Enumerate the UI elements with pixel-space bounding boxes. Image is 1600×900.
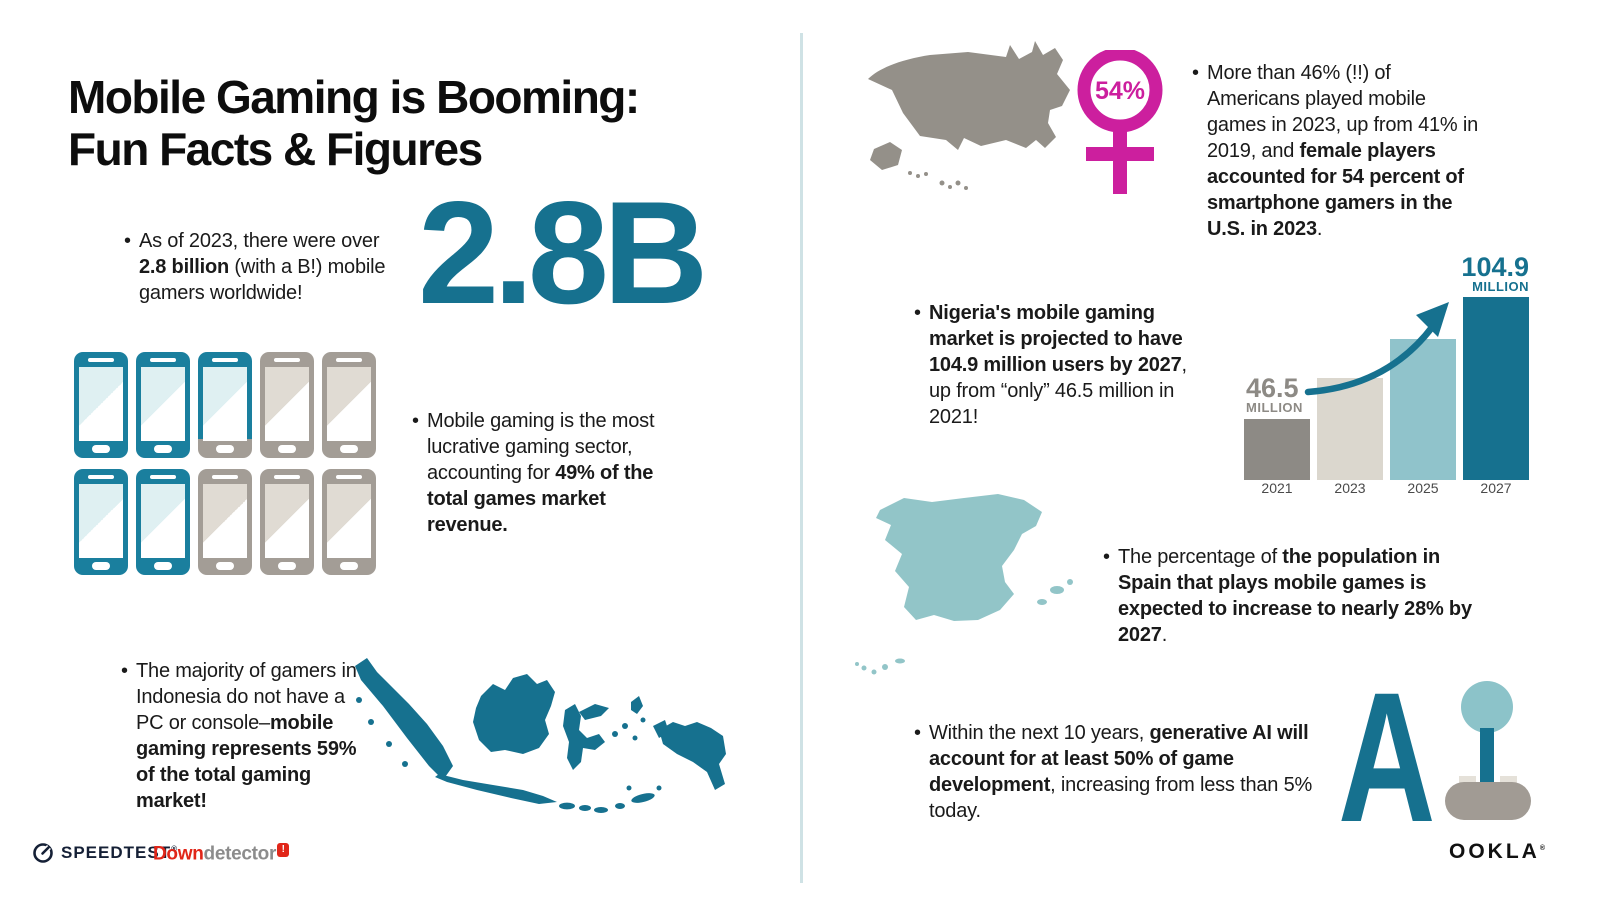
page-title: Mobile Gaming is Booming: Fun Facts & Fig…: [68, 70, 640, 176]
female-symbol-icon: 54%: [1077, 50, 1163, 194]
x-tick-label: 2021: [1261, 480, 1293, 496]
phone-home: [92, 562, 110, 570]
text-segment: female players accounted for 54 percent …: [1207, 140, 1464, 240]
phone-speaker: [88, 475, 114, 479]
phone-icon: [322, 352, 376, 458]
bullet-nigeria: Nigeria's mobile gaming market is projec…: [914, 300, 1187, 430]
text-segment: The percentage of: [1118, 546, 1283, 568]
phone-screen: [327, 367, 371, 441]
text-segment: Nigeria's mobile gaming market is projec…: [929, 302, 1183, 376]
phone-screen: [203, 484, 247, 558]
phone-speaker: [150, 475, 176, 479]
phone-home: [154, 562, 172, 570]
bullet-gamers-worldwide: As of 2023, there were over 2.8 billion …: [124, 228, 391, 306]
bullet-indonesia: The majority of gamers in Indonesia do n…: [121, 658, 368, 814]
phone-home: [278, 562, 296, 570]
big-stat-2-8b: 2.8B: [418, 171, 708, 334]
bullet-revenue: Mobile gaming is the most lucrative gami…: [412, 408, 677, 538]
text-segment: the population in Spain that plays mobil…: [1118, 546, 1472, 646]
downdetector-alert-icon: !: [277, 843, 290, 857]
phone-speaker: [212, 358, 238, 362]
phone-home: [154, 445, 172, 453]
chart-annotation-2027: 104.9 MILLION: [1461, 252, 1529, 294]
chart-annotation-2021: 46.5 MILLION: [1246, 373, 1303, 415]
phone-icon: [136, 352, 190, 458]
phone-screen: [327, 484, 371, 558]
phones-grid: [74, 352, 376, 575]
bullet-generative-ai: Within the next 10 years, generative AI …: [914, 720, 1321, 824]
text-segment: The majority of gamers in Indonesia do n…: [136, 660, 357, 734]
x-tick-label: 2025: [1407, 480, 1439, 496]
phone-icon: [322, 469, 376, 575]
joystick-icon: [1445, 681, 1531, 820]
phone-icon: [74, 352, 128, 458]
bar-2023: [1317, 378, 1383, 480]
spain-map: [855, 494, 1073, 675]
text-segment: , increasing from less than 5% today.: [929, 774, 1313, 822]
text-segment: 2.8 billion: [139, 256, 230, 278]
downdetector-logo: Downdetector!: [153, 843, 290, 865]
usa-map: [868, 41, 1070, 190]
bullet-us-players: More than 46% (!!) of Americans played m…: [1192, 60, 1487, 242]
phone-screen: [203, 367, 247, 441]
title-line-1: Mobile Gaming is Booming:: [68, 70, 640, 123]
phone-icon: [136, 469, 190, 575]
phone-screen: [141, 367, 185, 441]
text-segment: Mobile gaming is the most lucrative gami…: [427, 410, 655, 484]
phone-screen: [141, 484, 185, 558]
bullet-spain: The percentage of the population in Spai…: [1103, 544, 1480, 648]
phone-icon: [198, 469, 252, 575]
phone-icon: [74, 469, 128, 575]
text-segment: generative AI will account for at least …: [929, 722, 1309, 796]
phone-icon: [260, 469, 314, 575]
phone-speaker: [274, 358, 300, 362]
phone-speaker: [336, 475, 362, 479]
center-divider: [800, 33, 803, 883]
phone-screen: [79, 367, 123, 441]
phone-home: [278, 445, 296, 453]
growth-arrow-icon: [1304, 302, 1449, 396]
phone-home: [340, 562, 358, 570]
text-segment: 49% of the total games market revenue.: [427, 462, 654, 536]
text-segment: , up from “only” 46.5 million in 2021!: [929, 354, 1187, 428]
phone-home: [216, 562, 234, 570]
phone-speaker: [274, 475, 300, 479]
bar-2027: [1463, 297, 1529, 480]
downdetector-down: Down: [153, 843, 204, 865]
phone-screen: [265, 484, 309, 558]
speedtest-wordmark: SPEEDTEST®: [61, 843, 178, 862]
phone-screen: [265, 367, 309, 441]
ai-letter-a: A: [1338, 655, 1436, 861]
x-tick-label: 2023: [1334, 480, 1366, 496]
speedtest-gauge-icon: [33, 843, 53, 863]
phone-home: [216, 445, 234, 453]
title-line-2: Fun Facts & Figures: [68, 123, 483, 176]
phone-speaker: [336, 358, 362, 362]
phone-speaker: [88, 358, 114, 362]
phone-speaker: [150, 358, 176, 362]
x-tick-label: 2027: [1480, 480, 1512, 496]
nigeria-users-bar-chart: 46.5 MILLION 104.9 MILLION 2021 2023 2025 2…: [1244, 250, 1529, 496]
text-segment: As of 2023, there were over: [139, 230, 380, 252]
bar-2021: [1244, 419, 1310, 480]
phone-icon: [260, 352, 314, 458]
phone-home: [340, 445, 358, 453]
downdetector-rest: detector: [203, 843, 277, 865]
speedtest-logo: SPEEDTEST®: [32, 842, 178, 864]
text-segment: Within the next 10 years,: [929, 722, 1150, 744]
indonesia-map: [355, 658, 726, 813]
text-segment: More than 46% (!!) of Americans played m…: [1207, 62, 1479, 162]
phone-home: [92, 445, 110, 453]
ookla-logo: OOKLA®: [1449, 840, 1545, 863]
text-segment: mobile gaming represents 59% of the tota…: [136, 712, 357, 812]
phone-screen: [79, 484, 123, 558]
text-segment: .: [1316, 218, 1323, 240]
text-segment: .: [1161, 624, 1168, 646]
text-segment: (with a B!) mobile gamers worldwide!: [139, 256, 386, 304]
phone-speaker: [212, 475, 238, 479]
female-share-stat: 54%: [1095, 77, 1145, 105]
phone-icon: [198, 352, 252, 458]
